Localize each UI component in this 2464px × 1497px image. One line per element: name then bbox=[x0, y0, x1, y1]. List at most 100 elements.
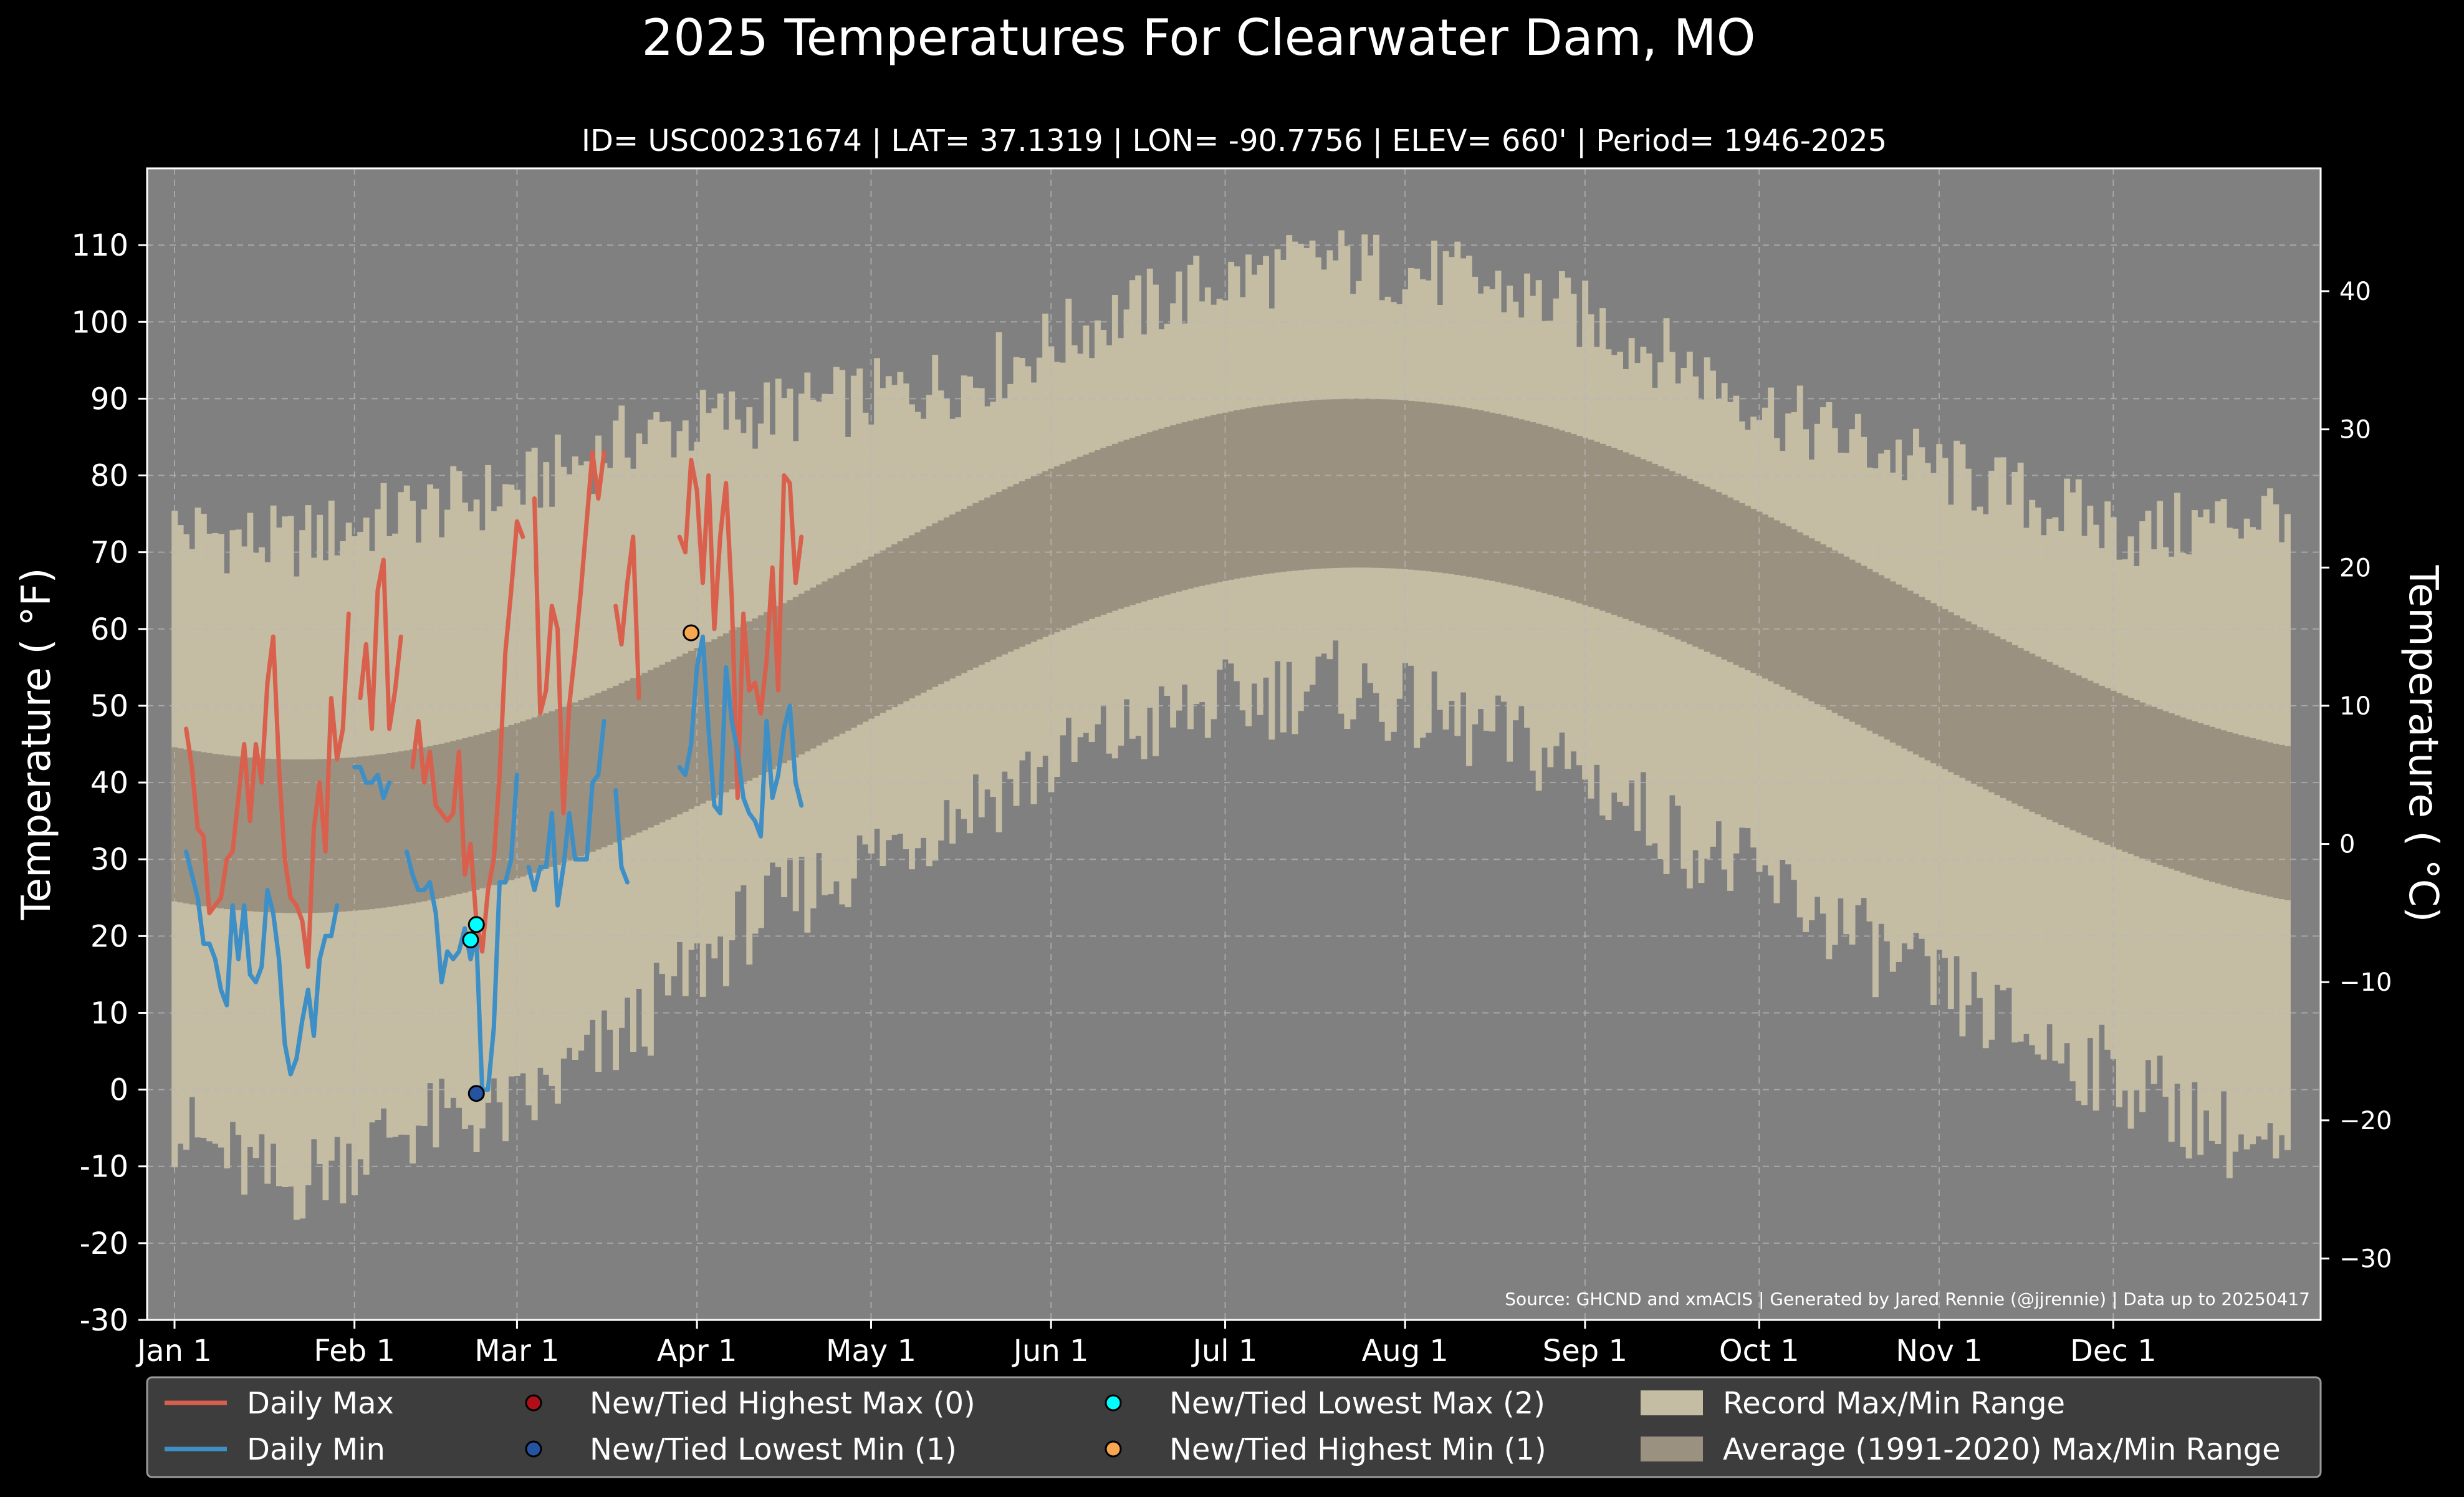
average-range-bar bbox=[1100, 448, 1107, 615]
average-range-bar bbox=[502, 726, 509, 882]
average-range-bar bbox=[1315, 400, 1321, 569]
average-range-bar bbox=[833, 575, 840, 737]
y-tick-label-right: 30 bbox=[2339, 416, 2371, 445]
average-range-bar bbox=[1512, 418, 1519, 586]
y-tick-label: 60 bbox=[90, 612, 128, 647]
average-range-bar bbox=[1036, 473, 1043, 640]
average-range-bar bbox=[1698, 484, 1705, 650]
average-range-bar bbox=[1692, 481, 1699, 647]
average-range-bar bbox=[386, 753, 393, 907]
average-range-bar bbox=[618, 683, 625, 840]
average-range-bar bbox=[496, 728, 503, 883]
average-range-bar bbox=[2064, 670, 2071, 828]
average-range-bar bbox=[2284, 746, 2291, 900]
average-range-bar bbox=[1634, 456, 1641, 623]
x-tick-label: Nov 1 bbox=[1896, 1334, 1982, 1369]
average-range-bar bbox=[1814, 541, 1821, 705]
average-range-bar bbox=[1593, 441, 1600, 609]
average-range-bar bbox=[508, 724, 515, 880]
average-range-bar bbox=[1878, 575, 1885, 737]
average-range-bar bbox=[2040, 659, 2047, 817]
average-range-bar bbox=[990, 494, 997, 660]
average-range-bar bbox=[1965, 621, 1972, 781]
average-range-bar bbox=[2220, 730, 2227, 885]
average-range-bar bbox=[2226, 732, 2233, 887]
average-range-bar bbox=[450, 741, 457, 895]
average-range-bar bbox=[392, 752, 399, 907]
average-range-bar bbox=[1704, 486, 1710, 652]
average-range-bar bbox=[1477, 410, 1484, 579]
average-range-bar bbox=[276, 759, 282, 913]
legend-label: Average (1991-2020) Max/Min Range bbox=[1723, 1432, 2281, 1467]
average-range-bar bbox=[2081, 678, 2088, 835]
average-range-bar bbox=[1153, 430, 1159, 599]
average-range-bar bbox=[1710, 489, 1716, 655]
average-range-bar bbox=[2122, 695, 2129, 852]
average-range-bar bbox=[1472, 409, 1479, 578]
average-range-bar bbox=[345, 758, 352, 912]
average-range-bar bbox=[1135, 436, 1142, 604]
average-range-bar bbox=[1971, 624, 1978, 784]
y-tick-label: 0 bbox=[109, 1073, 128, 1108]
average-range-bar bbox=[1356, 398, 1362, 568]
average-range-bar bbox=[1367, 398, 1374, 568]
average-range-bar bbox=[1547, 426, 1554, 595]
average-range-bar bbox=[1309, 400, 1316, 569]
average-range-bar bbox=[1181, 422, 1188, 590]
average-range-bar bbox=[1141, 434, 1148, 602]
y-tick-label: 30 bbox=[90, 842, 128, 877]
average-range-bar bbox=[1640, 459, 1647, 626]
average-range-bar bbox=[328, 758, 335, 913]
average-range-bar bbox=[711, 639, 718, 798]
x-tick-label: Aug 1 bbox=[1361, 1334, 1449, 1369]
average-range-bar bbox=[1170, 425, 1176, 594]
average-range-bar bbox=[200, 752, 207, 907]
average-range-bar bbox=[613, 685, 619, 843]
average-range-bar bbox=[1953, 615, 1960, 775]
average-range-bar bbox=[1002, 489, 1008, 655]
average-range-bar bbox=[531, 717, 538, 873]
average-range-bar bbox=[1745, 506, 1751, 670]
average-range-bar bbox=[1686, 478, 1693, 645]
average-range-bar bbox=[2006, 642, 2012, 801]
average-range-bar bbox=[862, 559, 869, 722]
average-range-bar bbox=[897, 541, 904, 705]
daily-max-line bbox=[677, 458, 804, 801]
average-range-bar bbox=[2185, 719, 2192, 875]
average-range-bar bbox=[1460, 407, 1467, 576]
average-range-bar bbox=[1756, 511, 1763, 676]
average-range-bar bbox=[880, 550, 886, 713]
daily-max-line bbox=[358, 557, 403, 731]
y-tick-label: 80 bbox=[90, 459, 128, 494]
average-range-bar bbox=[1239, 409, 1246, 578]
average-range-bar bbox=[648, 670, 654, 828]
average-range-bar bbox=[699, 645, 706, 804]
average-range-bar bbox=[1924, 600, 1931, 761]
average-range-bar bbox=[2139, 702, 2146, 859]
average-range-bar bbox=[1884, 578, 1891, 740]
average-range-bar bbox=[1449, 405, 1455, 574]
y-tick-label: 40 bbox=[90, 766, 128, 801]
x-tick-label: Sep 1 bbox=[1543, 1334, 1627, 1369]
average-range-bar bbox=[340, 758, 347, 912]
average-range-bar bbox=[664, 662, 671, 820]
average-range-bar bbox=[1431, 403, 1437, 572]
average-range-bar bbox=[1599, 443, 1606, 611]
average-range-bar bbox=[2243, 736, 2250, 892]
average-range-bar bbox=[659, 665, 666, 822]
average-range-bar bbox=[543, 713, 550, 869]
average-range-bar bbox=[1164, 426, 1171, 595]
average-range-bar bbox=[630, 678, 636, 835]
average-range-bar bbox=[816, 584, 822, 746]
legend-dot-swatch bbox=[525, 1394, 542, 1412]
average-range-bar bbox=[1292, 402, 1298, 571]
average-range-bar bbox=[874, 553, 880, 716]
average-range-bar bbox=[2000, 639, 2006, 798]
record-marker bbox=[467, 916, 485, 933]
y-tick-label-right: 40 bbox=[2339, 277, 2371, 306]
record-markers bbox=[462, 624, 700, 1102]
average-range-bar bbox=[1228, 411, 1235, 580]
average-range-bar bbox=[624, 680, 631, 838]
average-range-bar bbox=[2017, 648, 2024, 807]
average-range-bar bbox=[1919, 597, 1925, 758]
